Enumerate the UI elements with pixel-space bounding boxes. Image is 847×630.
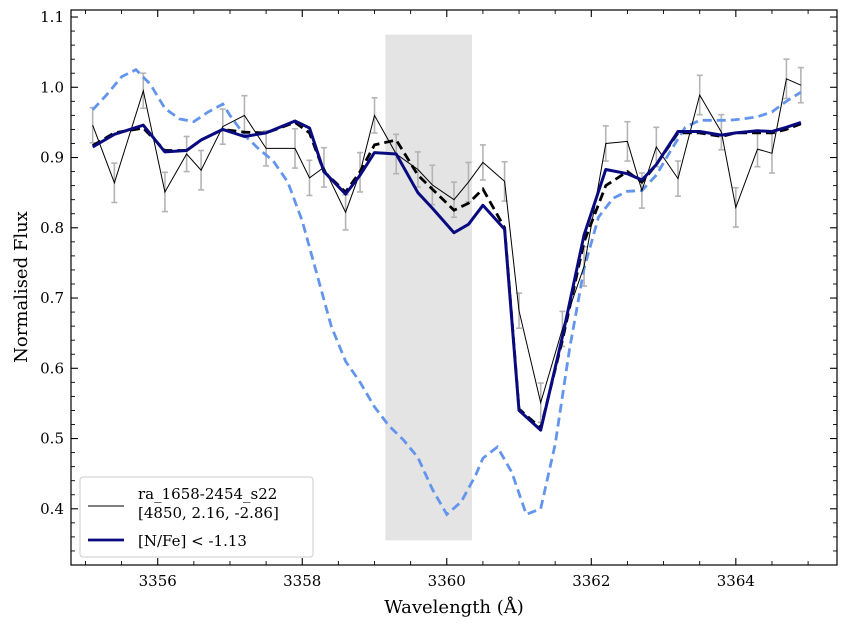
axis-ticks: 3356 3358 3360 3362 3364 0.4 0.5 0.6 0.7 0.8 0.9 1.…	[40, 8, 837, 590]
y-axis-label: Normalised Flux	[11, 211, 32, 363]
y-tick-label: 0.7	[40, 289, 64, 307]
y-tick-label: 0.9	[40, 149, 64, 167]
y-tick-label: 0.5	[40, 430, 64, 448]
legend-observed-label: ra_1658-2454_s22	[138, 485, 277, 503]
x-tick-label: 3362	[572, 572, 610, 590]
legend-observed-label-line2: [4850, 2.16, -2.86]	[138, 504, 279, 522]
y-tick-label: 0.6	[40, 359, 64, 377]
series-observed-line	[92, 78, 802, 405]
legend: ra_1658-2454_s22 [4850, 2.16, -2.86] [N/…	[79, 476, 314, 558]
y-tick-label: 1.1	[40, 8, 64, 26]
x-tick-label: 3364	[717, 572, 755, 590]
x-tick-label: 3360	[428, 572, 466, 590]
legend-model-label: [N/Fe] < -1.13	[138, 532, 247, 550]
x-axis-label: Wavelength (Å)	[384, 596, 524, 618]
series-high-n-dashed-line	[91, 68, 802, 517]
x-tick-label: 3358	[283, 572, 321, 590]
plot-area	[89, 34, 804, 541]
shaded-region	[385, 34, 473, 541]
y-tick-label: 0.8	[40, 219, 64, 237]
y-tick-label: 1.0	[40, 78, 64, 96]
series-nfe-limit-line	[91, 119, 802, 432]
x-tick-label: 3356	[139, 572, 177, 590]
plot-frame	[70, 9, 838, 566]
y-tick-label: 0.4	[40, 500, 64, 518]
legend-box	[79, 476, 314, 558]
